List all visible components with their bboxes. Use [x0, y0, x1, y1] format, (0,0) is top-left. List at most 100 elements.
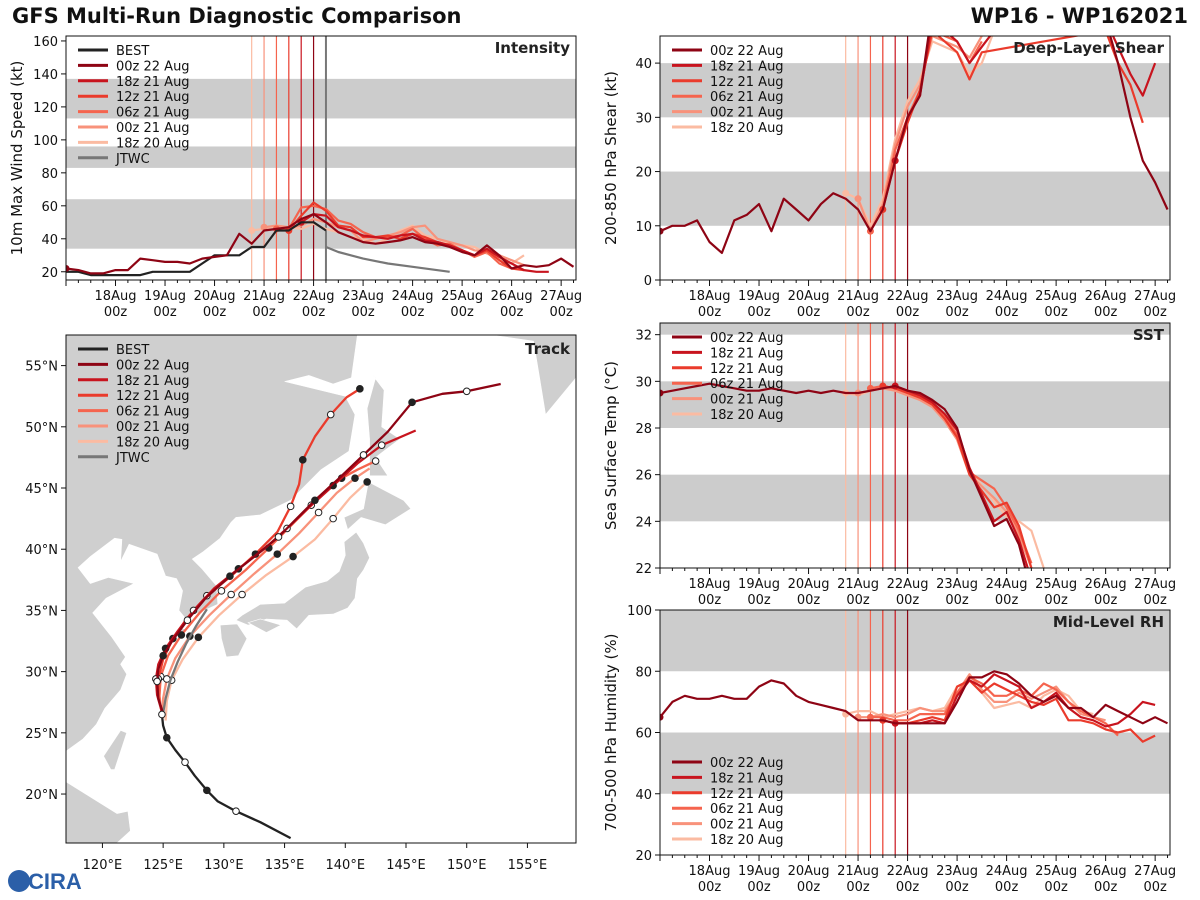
- track-point: [326, 410, 335, 419]
- x-tick-label: 20Aug: [194, 289, 236, 304]
- x-tick-label: 22Aug: [887, 577, 929, 592]
- y-tick-label: 30: [635, 375, 652, 390]
- x-tick-label: 18Aug: [689, 577, 731, 592]
- band: [660, 732, 1170, 794]
- legend-label: 00z 22 Aug: [710, 756, 784, 771]
- legend-label: JTWC: [115, 451, 150, 466]
- track-point: [238, 590, 246, 599]
- legend-label: 00z 21 Aug: [116, 420, 190, 435]
- luzon: [66, 781, 131, 843]
- track-point: [273, 550, 282, 558]
- x-tick-sublabel: 00z: [104, 305, 128, 320]
- legend-label: 00z 22 Aug: [116, 59, 190, 74]
- x-tick-sublabel: 00z: [1094, 593, 1118, 608]
- legend-label: 18z 21 Aug: [710, 59, 784, 74]
- x-tick-sublabel: 00z: [203, 305, 227, 320]
- panel-title: Track: [525, 340, 571, 358]
- lon-label: 135°E: [265, 858, 305, 873]
- x-tick-sublabel: 00z: [1044, 593, 1068, 608]
- x-tick-label: 27Aug: [1134, 577, 1176, 592]
- y-tick-label: 20: [635, 166, 652, 181]
- legend-label: 00z 22 Aug: [710, 44, 784, 59]
- plot-area: [660, 36, 1170, 280]
- x-tick-sublabel: 00z: [252, 305, 276, 320]
- series-line: [325, 245, 450, 273]
- x-tick-label: 22Aug: [887, 289, 929, 304]
- map-frame: [65, 334, 577, 844]
- track-point: [226, 572, 234, 580]
- lon-label: 125°E: [143, 858, 183, 873]
- x-tick-label: 24Aug: [986, 577, 1028, 592]
- track-point: [462, 387, 471, 396]
- legend-label: 06z 21 Aug: [116, 405, 190, 420]
- series-line: [66, 221, 327, 277]
- band: [660, 381, 1170, 428]
- track-point: [159, 651, 167, 660]
- rh-panel: 2040608010018Aug00z19Aug00z20Aug00z21Aug…: [602, 604, 1176, 895]
- lon-label: 120°E: [83, 858, 123, 873]
- x-tick-label: 24Aug: [392, 289, 434, 304]
- y-tick-label: 80: [635, 665, 652, 680]
- init-point: [842, 189, 850, 197]
- legend-label: 00z 21 Aug: [116, 121, 190, 136]
- x-tick-sublabel: 00z: [995, 305, 1019, 320]
- x-tick-label: 25Aug: [1035, 289, 1077, 304]
- y-axis-label: Sea Surface Temp (°C): [602, 361, 620, 530]
- lon-label: 155°E: [508, 858, 548, 873]
- legend-label: 18z 21 Aug: [116, 374, 190, 389]
- y-tick-label: 26: [635, 469, 652, 484]
- x-tick-sublabel: 00z: [995, 880, 1019, 895]
- x-tick-sublabel: 00z: [1143, 593, 1167, 608]
- x-tick-sublabel: 00z: [896, 305, 920, 320]
- x-tick-label: 27Aug: [1134, 289, 1176, 304]
- x-tick-label: 26Aug: [1085, 577, 1127, 592]
- legend-label: 12z 21 Aug: [116, 389, 190, 404]
- y-tick-label: 22: [635, 562, 652, 577]
- init-point: [866, 713, 874, 721]
- y-tick-label: 30: [635, 111, 652, 126]
- legend-label: 06z 21 Aug: [116, 106, 190, 121]
- x-tick-label: 22Aug: [887, 864, 929, 879]
- legend-label: 18z 20 Aug: [710, 833, 784, 848]
- legend-label: 18z 20 Aug: [710, 408, 784, 423]
- x-tick-label: 19Aug: [738, 864, 780, 879]
- y-tick-label: 28: [635, 422, 652, 437]
- x-tick-label: 21Aug: [837, 864, 879, 879]
- y-tick-label: 100: [33, 134, 58, 149]
- x-tick-label: 27Aug: [540, 289, 582, 304]
- panel-title: Mid-Level RH: [1053, 613, 1164, 631]
- legend-label: 06z 21 Aug: [710, 90, 784, 105]
- hokkaido: [343, 481, 412, 531]
- legend-label: JTWC: [115, 152, 150, 167]
- legend-label: 00z 21 Aug: [710, 106, 784, 121]
- y-axis-label: 10m Max Wind Speed (kt): [8, 61, 26, 256]
- x-tick-sublabel: 00z: [945, 305, 969, 320]
- legend-label: 06z 21 Aug: [710, 802, 784, 817]
- track-point: [217, 587, 226, 595]
- band: [660, 171, 1170, 226]
- lon-label: 130°E: [204, 858, 244, 873]
- y-tick-label: 160: [33, 35, 58, 50]
- y-axis-label: 200-850 hPa Shear (kt): [602, 71, 620, 245]
- track-point: [158, 710, 166, 719]
- x-tick-label: 21Aug: [837, 577, 879, 592]
- lat-label: 50°N: [25, 421, 58, 436]
- track-point: [183, 616, 192, 625]
- track-point: [371, 457, 380, 465]
- track-point: [177, 631, 186, 639]
- x-tick-label: 22Aug: [293, 289, 335, 304]
- lat-label: 20°N: [25, 788, 58, 803]
- y-tick-label: 40: [635, 57, 652, 72]
- x-tick-label: 18Aug: [689, 289, 731, 304]
- x-tick-sublabel: 00z: [698, 880, 722, 895]
- x-tick-label: 23Aug: [936, 577, 978, 592]
- track-line: [161, 608, 208, 714]
- track-panel: 120°E 125°E 130°E 135°E 140°E 145°E 150°E 155°E…: [25, 334, 577, 873]
- y-tick-label: 20: [41, 266, 58, 281]
- shikoku: [247, 618, 282, 633]
- x-tick-label: 18Aug: [95, 289, 137, 304]
- x-tick-label: 19Aug: [144, 289, 186, 304]
- x-tick-label: 20Aug: [788, 289, 830, 304]
- y-axis-label: 700-500 hPa Humidity (%): [602, 633, 620, 831]
- x-tick-sublabel: 00z: [1094, 305, 1118, 320]
